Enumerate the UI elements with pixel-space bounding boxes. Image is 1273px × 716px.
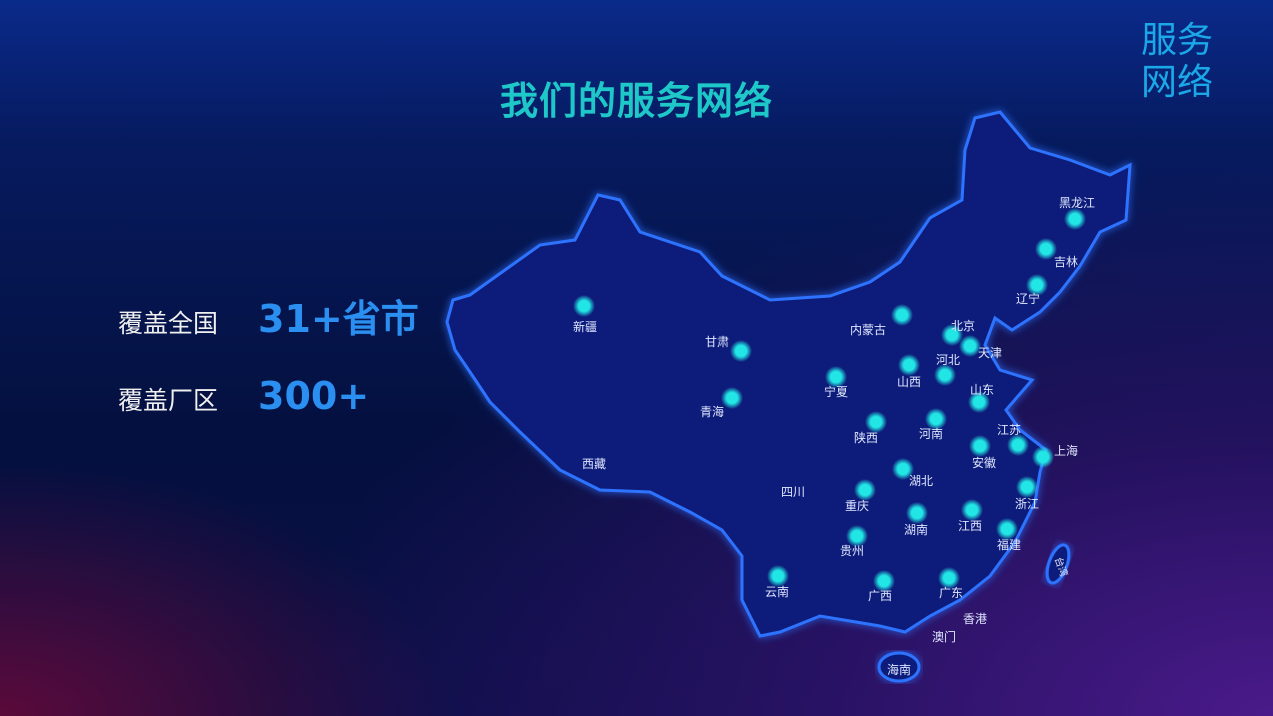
province-label: 河南: [919, 426, 943, 441]
location-marker[interactable]: [772, 570, 784, 582]
location-marker[interactable]: [830, 371, 842, 383]
location-marker[interactable]: [870, 416, 882, 428]
province-label: 广西: [868, 589, 892, 603]
province-label: 贵州: [840, 544, 864, 558]
location-marker[interactable]: [578, 300, 590, 312]
province-label: 上海: [1054, 443, 1078, 458]
province-label: 安徽: [972, 455, 996, 470]
location-marker[interactable]: [939, 369, 951, 381]
location-marker[interactable]: [735, 345, 747, 357]
province-label: 湖南: [904, 522, 928, 537]
stat-label: 覆盖全国: [118, 309, 219, 338]
china-outline: [445, 110, 1132, 638]
location-marker[interactable]: [859, 484, 871, 496]
location-marker[interactable]: [966, 504, 978, 516]
location-marker[interactable]: [911, 507, 923, 519]
province-label: 宁夏: [824, 384, 848, 399]
stat-label: 覆盖厂区: [118, 386, 219, 415]
location-marker[interactable]: [726, 392, 738, 404]
location-marker[interactable]: [903, 359, 915, 371]
region-label: 西藏: [582, 457, 606, 471]
province-label: 黑龙江: [1059, 196, 1095, 210]
province-label: 天津: [978, 346, 1002, 360]
region-label: 澳门: [932, 629, 956, 644]
location-marker[interactable]: [943, 572, 955, 584]
location-marker[interactable]: [1040, 243, 1052, 255]
province-label: 福建: [997, 537, 1021, 552]
page-title: 我们的服务网络: [499, 79, 773, 123]
province-label: 江苏: [997, 423, 1021, 437]
province-label: 山西: [897, 375, 921, 389]
corner-title: 服务网络: [1140, 20, 1213, 103]
location-marker[interactable]: [946, 329, 958, 341]
location-marker[interactable]: [878, 575, 890, 587]
region-label: 香港: [963, 612, 987, 626]
location-marker[interactable]: [1021, 481, 1033, 493]
location-marker[interactable]: [851, 530, 863, 542]
location-marker[interactable]: [974, 440, 986, 452]
stat-factories: 覆盖厂区 300+: [118, 374, 369, 418]
province-label: 内蒙古: [850, 322, 886, 337]
province-label: 陕西: [854, 430, 878, 445]
location-marker[interactable]: [897, 463, 909, 475]
province-label: 江西: [958, 519, 982, 533]
province-label: 河北: [936, 353, 960, 367]
region-label: 四川: [781, 485, 805, 499]
province-label: 山东: [970, 383, 994, 397]
province-label: 甘肃: [705, 335, 729, 349]
province-label: 吉林: [1054, 255, 1078, 269]
region-label: 海南: [887, 662, 911, 677]
location-marker[interactable]: [1001, 523, 1013, 535]
location-marker[interactable]: [964, 340, 976, 352]
province-label: 青海: [700, 404, 724, 419]
stat-value: 31+省市: [258, 297, 419, 341]
location-marker[interactable]: [1069, 213, 1081, 225]
taiwan-island: [1045, 543, 1071, 585]
province-label: 浙江: [1015, 497, 1039, 511]
province-label: 辽宁: [1016, 291, 1040, 306]
location-marker[interactable]: [930, 413, 942, 425]
location-marker[interactable]: [896, 309, 908, 321]
stat-value: 300+: [258, 374, 370, 418]
province-label: 云南: [765, 584, 789, 599]
province-label: 新疆: [573, 319, 597, 334]
location-marker[interactable]: [1012, 439, 1024, 451]
province-label: 北京: [951, 319, 975, 333]
province-label: 湖北: [909, 473, 933, 488]
hainan-island: [877, 651, 921, 683]
location-marker[interactable]: [973, 396, 985, 408]
location-marker[interactable]: [1037, 451, 1049, 463]
stat-provinces: 覆盖全国 31+省市: [118, 288, 419, 343]
province-label: 重庆: [845, 499, 869, 513]
location-marker[interactable]: [1031, 279, 1043, 291]
province-label: 广东: [939, 586, 963, 600]
